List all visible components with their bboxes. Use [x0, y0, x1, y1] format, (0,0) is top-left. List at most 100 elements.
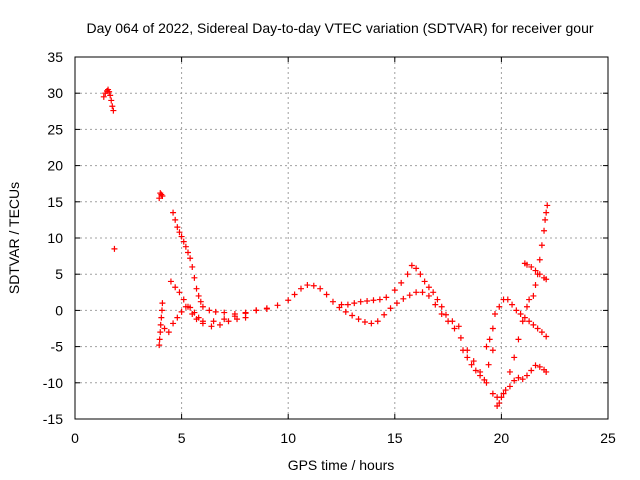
data-point — [532, 267, 539, 274]
x-tick-label: 25 — [600, 430, 616, 446]
data-point — [481, 376, 488, 383]
data-point — [536, 363, 543, 370]
data-point — [364, 297, 371, 304]
data-point — [406, 292, 413, 299]
data-point — [174, 314, 181, 321]
data-point — [425, 284, 432, 291]
data-point — [361, 318, 368, 325]
data-point — [515, 336, 522, 343]
data-point — [464, 354, 471, 361]
data-point — [180, 238, 187, 245]
data-point — [157, 329, 164, 336]
data-point — [376, 296, 383, 303]
data-point — [530, 292, 537, 299]
data-point — [526, 296, 533, 303]
data-point — [368, 320, 375, 327]
data-point — [176, 289, 183, 296]
data-point — [381, 311, 388, 318]
data-point — [370, 297, 377, 304]
data-point — [221, 316, 228, 323]
data-point — [438, 311, 445, 318]
data-point — [176, 229, 183, 236]
data-point — [242, 314, 249, 321]
data-point — [432, 301, 439, 308]
data-point — [193, 316, 200, 323]
data-point — [492, 311, 499, 318]
data-point — [349, 312, 356, 319]
data-point — [543, 368, 550, 375]
data-point — [206, 307, 213, 314]
grid-lines — [75, 57, 608, 419]
data-point — [502, 387, 509, 394]
data-point — [338, 301, 345, 308]
data-point — [528, 263, 535, 270]
data-point — [195, 292, 202, 299]
y-tick-label: 35 — [47, 49, 63, 65]
data-point — [100, 93, 107, 100]
data-point — [212, 308, 219, 315]
data-point — [523, 303, 530, 310]
data-point — [477, 372, 484, 379]
data-point — [523, 372, 530, 379]
data-point — [534, 271, 541, 278]
data-point — [489, 347, 496, 354]
data-point — [170, 209, 177, 216]
y-axis-label: SDTVAR / TECUs — [6, 182, 22, 294]
data-point — [221, 309, 228, 316]
data-point — [342, 308, 349, 315]
x-axis-label: GPS time / hours — [288, 457, 395, 473]
y-tick-label: 30 — [47, 85, 63, 101]
x-tick-label: 20 — [494, 430, 510, 446]
data-point — [156, 342, 163, 349]
data-point — [231, 311, 238, 318]
data-point — [374, 318, 381, 325]
data-point — [159, 193, 166, 200]
data-point — [496, 303, 503, 310]
data-point — [489, 390, 496, 397]
data-point — [285, 297, 292, 304]
data-point — [357, 298, 364, 305]
data-point — [310, 282, 317, 289]
data-point — [344, 301, 351, 308]
data-point — [172, 284, 179, 291]
data-point — [504, 296, 511, 303]
data-point — [234, 316, 241, 323]
data-point — [457, 334, 464, 341]
data-point — [323, 291, 330, 298]
y-axis: -15 -10 -5 0 5 10 15 20 25 30 35 — [43, 49, 608, 427]
data-point — [538, 329, 545, 336]
data-point — [449, 318, 456, 325]
data-point — [519, 318, 526, 325]
data-point — [413, 289, 420, 296]
data-point — [509, 301, 516, 308]
chart-title: Day 064 of 2022, Sidereal Day-to-day VTE… — [86, 20, 593, 36]
data-point — [189, 263, 196, 270]
x-tick-label: 10 — [280, 430, 296, 446]
y-tick-label: 25 — [47, 121, 63, 137]
data-point — [106, 88, 113, 95]
data-point — [297, 285, 304, 292]
y-tick-label: 5 — [55, 266, 63, 282]
data-point — [170, 320, 177, 327]
data-point — [483, 343, 490, 350]
data-point — [193, 285, 200, 292]
y-tick-label: -10 — [43, 375, 63, 391]
data-point — [182, 243, 189, 250]
data-point — [329, 298, 336, 305]
data-points — [100, 86, 551, 409]
data-point — [526, 318, 533, 325]
data-point — [521, 314, 528, 321]
data-point — [530, 321, 537, 328]
data-point — [513, 307, 520, 314]
data-point — [515, 374, 522, 381]
data-point — [398, 279, 405, 286]
data-point — [472, 367, 479, 374]
data-point — [156, 336, 163, 343]
data-point — [438, 303, 445, 310]
data-point — [158, 307, 165, 314]
data-point — [528, 367, 535, 374]
data-point — [107, 92, 114, 99]
data-point — [178, 308, 185, 315]
data-point — [225, 318, 232, 325]
